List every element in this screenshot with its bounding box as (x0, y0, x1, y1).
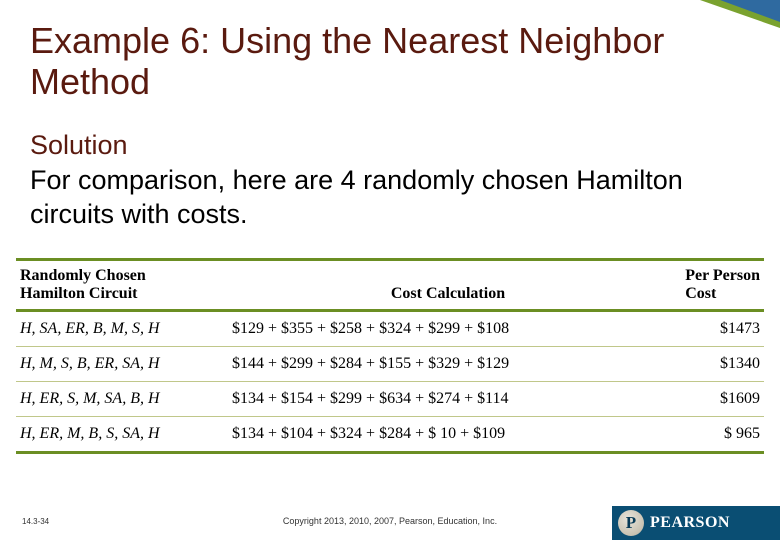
table-bottom-rule (16, 451, 764, 454)
cell-circuit: H, ER, S, M, SA, B, H (16, 382, 216, 416)
page-number: 14.3-34 (22, 517, 49, 526)
copyright-text: Copyright 2013, 2010, 2007, Pearson, Edu… (283, 516, 497, 526)
body-text: For comparison, here are 4 randomly chos… (30, 164, 750, 232)
accent-blue-triangle (720, 0, 780, 22)
slide: Example 6: Using the Nearest Neighbor Me… (0, 0, 780, 540)
slide-title: Example 6: Using the Nearest Neighbor Me… (30, 20, 750, 103)
solution-heading: Solution (30, 130, 128, 161)
comparison-table: Randomly Chosen Hamilton Circuit Cost Ca… (16, 258, 764, 454)
table-row: H, ER, S, M, SA, B, H $134 + $154 + $299… (16, 382, 764, 416)
hamilton-table-body: H, SA, ER, B, M, S, H $129 + $355 + $258… (16, 312, 764, 451)
col-header-circuit-line1: Randomly Chosen (20, 267, 146, 284)
hamilton-table: Randomly Chosen Hamilton Circuit Cost Ca… (16, 261, 764, 309)
cell-calc: $129 + $355 + $258 + $324 + $299 + $108 (216, 312, 654, 346)
cell-cost: $ 965 (654, 417, 764, 451)
table-row: H, ER, M, B, S, SA, H $134 + $104 + $324… (16, 417, 764, 451)
cell-calc: $144 + $299 + $284 + $155 + $329 + $129 (216, 347, 654, 381)
pearson-logo-text: PEARSON (650, 514, 730, 532)
table-row: H, SA, ER, B, M, S, H $129 + $355 + $258… (16, 312, 764, 346)
cell-circuit: H, M, S, B, ER, SA, H (16, 347, 216, 381)
table-header-row: Randomly Chosen Hamilton Circuit Cost Ca… (16, 261, 764, 309)
col-header-calc: Cost Calculation (216, 261, 654, 309)
cell-calc: $134 + $154 + $299 + $634 + $274 + $114 (216, 382, 654, 416)
pearson-logo-bubble-icon: P (618, 510, 644, 536)
table-row: H, M, S, B, ER, SA, H $144 + $299 + $284… (16, 347, 764, 381)
col-header-circuit-line2: Hamilton Circuit (20, 285, 137, 302)
cell-cost: $1340 (654, 347, 764, 381)
cell-circuit: H, SA, ER, B, M, S, H (16, 312, 216, 346)
col-header-perperson: Per Person Cost (654, 261, 764, 309)
cell-circuit: H, ER, M, B, S, SA, H (16, 417, 216, 451)
cell-calc: $134 + $104 + $324 + $284 + $ 10 + $109 (216, 417, 654, 451)
col-header-pp-line1: Per Person (685, 267, 760, 284)
col-header-pp-line2: Cost (685, 285, 716, 302)
pearson-logo: P PEARSON (612, 506, 780, 540)
col-header-circuit: Randomly Chosen Hamilton Circuit (16, 261, 216, 309)
footer: 14.3-34 Copyright 2013, 2010, 2007, Pear… (0, 500, 780, 540)
cell-cost: $1609 (654, 382, 764, 416)
cell-cost: $1473 (654, 312, 764, 346)
